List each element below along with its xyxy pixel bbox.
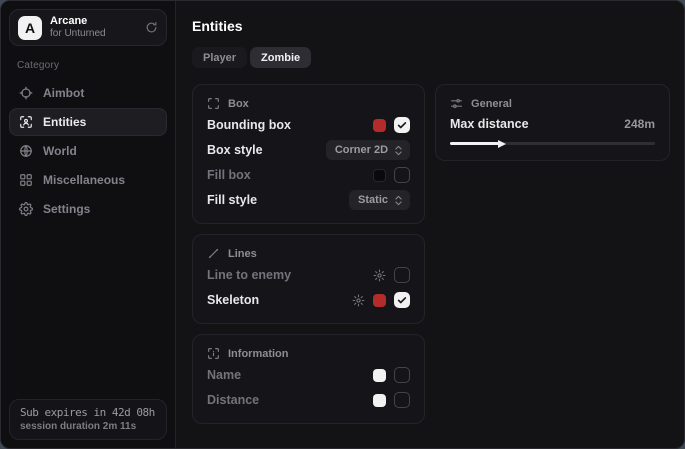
page-title: Entities — [192, 18, 243, 34]
tab-zombie[interactable]: Zombie — [250, 47, 312, 68]
chevron-up-down-icon — [394, 195, 403, 206]
information-card: Information Name Distance — [192, 334, 426, 424]
left-column: Box Bounding box Box style — [192, 84, 426, 424]
fill-style-label: Fill style — [207, 193, 258, 207]
content-columns: Box Bounding box Box style — [192, 84, 670, 424]
name-checkbox[interactable] — [394, 367, 411, 383]
line-icon — [207, 247, 220, 260]
brand-text: Arcane for Unturned — [50, 15, 137, 39]
distance-checkbox[interactable] — [394, 392, 411, 408]
distance-label: Distance — [207, 393, 260, 407]
lines-card-title: Lines — [228, 247, 257, 260]
information-card-title: Information — [228, 347, 289, 360]
box-card: Box Bounding box Box style — [192, 84, 426, 224]
bounding-box-row: Bounding box — [207, 114, 411, 136]
lines-card: Lines Line to enemy — [192, 234, 426, 324]
refresh-icon[interactable] — [145, 21, 158, 34]
skeleton-settings-gear-icon[interactable] — [352, 294, 365, 307]
corners-icon — [207, 97, 220, 110]
globe-icon — [19, 144, 33, 158]
skeleton-color-swatch[interactable] — [373, 293, 387, 307]
subscription-card: Sub expires in 42d 08h session duration … — [9, 399, 167, 440]
line-settings-gear-icon[interactable] — [373, 269, 386, 282]
lines-card-header: Lines — [207, 247, 410, 260]
sidebar: A Arcane for Unturned Category Aimbot — [1, 1, 176, 448]
entity-scan-icon — [19, 115, 33, 129]
max-distance-row: Max distance 248m — [450, 114, 655, 148]
sidebar-item-settings[interactable]: Settings — [9, 195, 167, 223]
max-distance-value: 248m — [624, 117, 655, 131]
box-card-header: Box — [207, 97, 410, 110]
avatar: A — [18, 15, 42, 40]
box-card-title: Box — [228, 97, 249, 110]
chevron-up-down-icon — [394, 145, 403, 156]
bounding-box-label: Bounding box — [207, 118, 292, 132]
name-row: Name — [207, 364, 411, 386]
line-to-enemy-label: Line to enemy — [207, 268, 292, 282]
category-label: Category — [17, 60, 60, 71]
slider-thumb[interactable] — [498, 139, 507, 148]
max-distance-label: Max distance — [450, 117, 529, 131]
sidebar-item-miscellaneous[interactable]: Miscellaneous — [9, 166, 167, 194]
box-style-row: Box style Corner 2D — [207, 139, 411, 161]
grid-icon — [19, 173, 33, 187]
name-color-swatch[interactable] — [373, 368, 387, 382]
general-card-header: General — [450, 97, 655, 110]
session-duration-text: session duration 2m 11s — [20, 421, 137, 432]
sliders-icon — [450, 97, 463, 110]
sidebar-item-label: Miscellaneous — [43, 173, 126, 187]
gear-icon — [19, 202, 33, 216]
main-panel: Entities Player Zombie Box — [176, 1, 684, 448]
tab-bar: Player Zombie — [192, 47, 670, 68]
sub-expires-text: Sub expires in 42d 08h — [20, 406, 155, 419]
skeleton-label: Skeleton — [207, 293, 260, 307]
sidebar-item-label: Settings — [43, 202, 91, 216]
fill-box-color-swatch[interactable] — [373, 168, 387, 182]
general-card: General Max distance 248m — [435, 84, 670, 161]
max-distance-slider[interactable] — [450, 139, 655, 148]
box-style-dropdown[interactable]: Corner 2D — [325, 140, 411, 160]
fill-style-value: Static — [358, 194, 389, 206]
skeleton-checkbox[interactable] — [394, 292, 411, 308]
box-style-value: Corner 2D — [334, 144, 389, 156]
brand-name: Arcane — [50, 15, 88, 28]
sidebar-item-entities[interactable]: Entities — [9, 108, 167, 136]
sidebar-item-aimbot[interactable]: Aimbot — [9, 79, 167, 107]
brand-card: A Arcane for Unturned — [9, 9, 167, 46]
bounding-box-color-swatch[interactable] — [373, 118, 387, 132]
fill-style-dropdown[interactable]: Static — [349, 190, 411, 210]
distance-color-swatch[interactable] — [373, 393, 387, 407]
slider-fill — [450, 139, 507, 148]
info-scan-icon — [207, 347, 220, 360]
tab-player[interactable]: Player — [192, 47, 248, 68]
crosshair-icon — [19, 86, 33, 100]
general-card-title: General — [471, 97, 512, 110]
line-to-enemy-checkbox[interactable] — [394, 267, 411, 283]
sidebar-item-world[interactable]: World — [9, 137, 167, 165]
fill-box-label: Fill box — [207, 168, 251, 182]
fill-style-row: Fill style Static — [207, 189, 411, 211]
sidebar-item-label: World — [43, 144, 77, 158]
sidebar-item-label: Aimbot — [43, 86, 85, 100]
skeleton-row: Skeleton — [207, 289, 411, 311]
right-column: General Max distance 248m — [435, 84, 670, 161]
brand-subtitle: for Unturned — [50, 28, 106, 40]
information-card-header: Information — [207, 347, 410, 360]
box-style-label: Box style — [207, 143, 263, 157]
fill-box-row: Fill box — [207, 164, 411, 186]
line-to-enemy-row: Line to enemy — [207, 264, 411, 286]
sidebar-item-label: Entities — [43, 115, 87, 129]
name-label: Name — [207, 368, 242, 382]
fill-box-checkbox[interactable] — [394, 167, 411, 183]
distance-row: Distance — [207, 389, 411, 411]
bounding-box-checkbox[interactable] — [394, 117, 411, 133]
